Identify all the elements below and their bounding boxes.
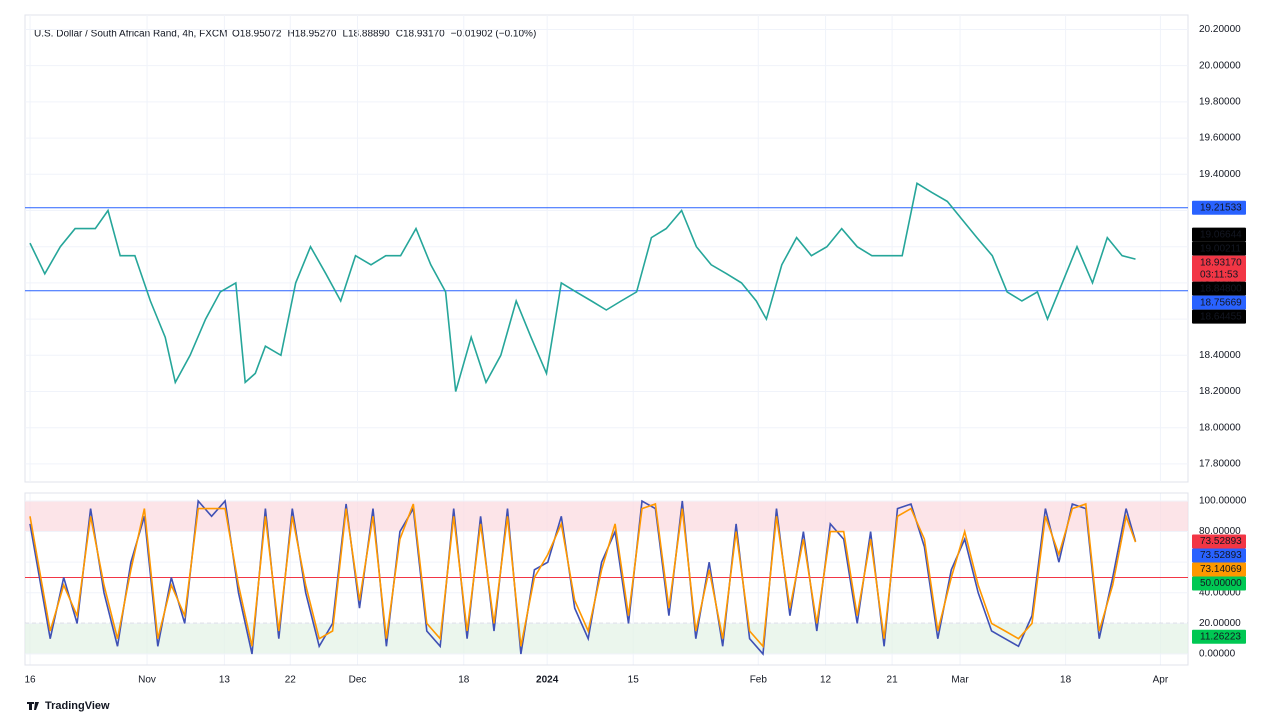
price-label-box xyxy=(1192,200,1246,215)
y-tick-label: 19.40000 xyxy=(1199,169,1241,180)
price-label: 18.64455 xyxy=(1200,311,1242,322)
price-label-box xyxy=(1192,309,1246,324)
price-label: 19.00211 xyxy=(1200,243,1241,254)
pane-border xyxy=(24,492,1189,666)
price-label: 50.00000 xyxy=(1200,578,1242,589)
price-label-box xyxy=(1192,227,1246,242)
price-label: 18.84800 xyxy=(1200,283,1242,294)
y-tick-label: 80.00000 xyxy=(1199,526,1241,537)
price-label: 73.52893 xyxy=(1200,550,1242,561)
price-label-box xyxy=(1192,534,1246,549)
price-label: 73.14069 xyxy=(1200,564,1242,575)
y-tick-label: 0.00000 xyxy=(1199,649,1236,660)
y-tick-label: 40.00000 xyxy=(1199,587,1241,598)
price-label-box xyxy=(1192,295,1246,310)
band xyxy=(25,500,1188,532)
price-label: 19.06644 xyxy=(1200,229,1242,240)
price-label: 19.21533 xyxy=(1200,202,1242,213)
price-label-box xyxy=(1192,241,1246,256)
y-tick-label: 20.20000 xyxy=(1199,24,1241,35)
x-tick-label: 18 xyxy=(1060,675,1072,686)
band xyxy=(25,623,1188,654)
x-tick-label: 16 xyxy=(24,675,36,686)
ohlc-value: C18.93170 xyxy=(396,29,445,40)
x-tick-label: 12 xyxy=(820,675,832,686)
brand: TradingView xyxy=(45,700,110,712)
series-line xyxy=(29,502,1137,649)
price-label-box xyxy=(1192,281,1246,296)
x-tick-label: Feb xyxy=(750,675,768,686)
x-tick-label: 2024 xyxy=(536,675,559,686)
ohlc-value: L18.88890 xyxy=(342,29,390,40)
x-tick-label: 13 xyxy=(219,675,231,686)
price-label: 18.75669 xyxy=(1200,297,1242,308)
price-label: 18.93170 xyxy=(1200,257,1242,268)
y-tick-label: 17.80000 xyxy=(1199,459,1241,470)
x-tick-label: 15 xyxy=(628,675,640,686)
price-label-box xyxy=(1192,548,1246,563)
price-label-sub: 03:11:53 xyxy=(1200,269,1239,280)
pane-border xyxy=(24,14,1189,483)
price-label-box xyxy=(1192,629,1246,644)
ohlc-value: O18.95072 xyxy=(232,29,282,40)
x-tick-label: 18 xyxy=(458,675,470,686)
price-label-box xyxy=(1192,576,1246,591)
y-tick-label: 18.00000 xyxy=(1199,422,1241,433)
y-tick-label: 18.40000 xyxy=(1199,350,1241,361)
y-tick-label: 19.60000 xyxy=(1199,133,1241,144)
x-tick-label: Apr xyxy=(1153,675,1169,686)
y-tick-label: 18.20000 xyxy=(1199,386,1241,397)
ohlc-value: H18.95270 xyxy=(288,29,337,40)
x-tick-label: 22 xyxy=(285,675,297,686)
ohlc-value: −0.01902 (−0.10%) xyxy=(451,29,537,40)
header: U.S. Dollar / South African Rand, 4h, FX… xyxy=(34,29,227,40)
y-tick-label: 100.00000 xyxy=(1199,496,1247,507)
price-label: 73.52893 xyxy=(1200,536,1242,547)
x-tick-label: 21 xyxy=(887,675,899,686)
price-label-box xyxy=(1192,562,1246,577)
y-tick-label: 20.00000 xyxy=(1199,60,1241,71)
x-tick-label: Mar xyxy=(951,675,969,686)
x-tick-label: Dec xyxy=(349,675,367,686)
x-tick-label: Nov xyxy=(138,675,156,686)
y-tick-label: 19.80000 xyxy=(1199,97,1241,108)
brand-logo xyxy=(27,702,39,710)
chart-title: U.S. Dollar / South African Rand, 4h, FX… xyxy=(34,29,227,40)
price-label: 11.26223 xyxy=(1200,631,1241,642)
series-line xyxy=(29,182,1136,392)
price-label-box xyxy=(1192,255,1246,282)
y-tick-label: 20.00000 xyxy=(1199,618,1241,629)
